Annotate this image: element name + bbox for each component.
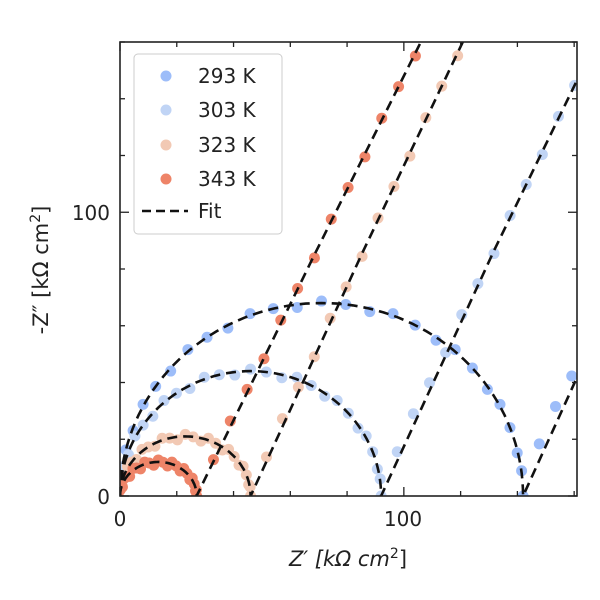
- data-point: [240, 469, 252, 481]
- data-point: [424, 377, 436, 389]
- fit-line-293k: [120, 301, 577, 496]
- fit-line-323k: [120, 42, 465, 496]
- data-point: [324, 312, 336, 324]
- y-tick-label-100: 100: [72, 201, 110, 225]
- data-point: [258, 353, 270, 365]
- fit-line-343k: [120, 42, 423, 496]
- data-point: [120, 481, 128, 493]
- legend: 293 K 303 K 323 K 343 K Fit: [133, 53, 283, 235]
- data-point: [407, 408, 419, 420]
- data-point: [147, 410, 159, 422]
- data-point: [352, 422, 364, 434]
- legend-label-343k: 343 K: [198, 167, 257, 191]
- data-point: [245, 363, 257, 375]
- legend-label-303k: 303 K: [198, 98, 257, 122]
- y-axis-label-end: ]: [29, 206, 53, 214]
- legend-marker-323k: [160, 139, 172, 151]
- ticks: [119, 41, 577, 497]
- plot-area: [120, 42, 577, 496]
- data-point: [130, 453, 142, 465]
- x-axis-label-end: ]: [399, 547, 407, 571]
- fit-line-303k: [120, 77, 577, 496]
- legend-box: [133, 53, 283, 235]
- legend-label-293k: 293 K: [198, 64, 257, 88]
- data-point: [340, 298, 352, 310]
- y-axis-label: -Z″ [kΩ cm2]: [28, 206, 53, 335]
- y-tick-label-0: 0: [97, 485, 110, 509]
- data-point: [481, 383, 493, 395]
- data-point: [292, 381, 304, 393]
- legend-marker-343k: [160, 173, 172, 185]
- data-point: [319, 390, 331, 402]
- y-axis-label-main: -Z″ [kΩ cm: [29, 223, 53, 335]
- data-point: [472, 278, 484, 290]
- x-tick-label-100: 100: [384, 507, 422, 531]
- legend-label-323k: 323 K: [198, 133, 257, 157]
- data-point: [550, 400, 562, 412]
- data-point: [308, 351, 320, 363]
- data-point: [165, 365, 177, 377]
- data-point: [316, 295, 328, 307]
- legend-marker-303k: [160, 104, 172, 116]
- data-point: [291, 371, 303, 383]
- data-point: [533, 438, 545, 450]
- legend-label-fit: Fit: [198, 199, 222, 223]
- data-point: [340, 281, 352, 293]
- data-point: [244, 481, 256, 493]
- data-point: [430, 334, 442, 346]
- x-axis-label: Z′ [kΩ cm2]: [288, 546, 407, 571]
- x-axis-label-sup: 2: [390, 546, 399, 562]
- x-tick-label-0: 0: [114, 507, 127, 531]
- data-point: [393, 81, 405, 93]
- data-point: [391, 446, 403, 458]
- data-point: [244, 308, 256, 320]
- y-axis-label-sup: 2: [28, 214, 44, 223]
- data-point: [511, 447, 523, 459]
- data-point: [241, 383, 253, 395]
- data-point: [566, 370, 577, 382]
- x-axis-label-main: Z′ [kΩ cm: [288, 547, 390, 571]
- legend-marker-293k: [160, 70, 172, 82]
